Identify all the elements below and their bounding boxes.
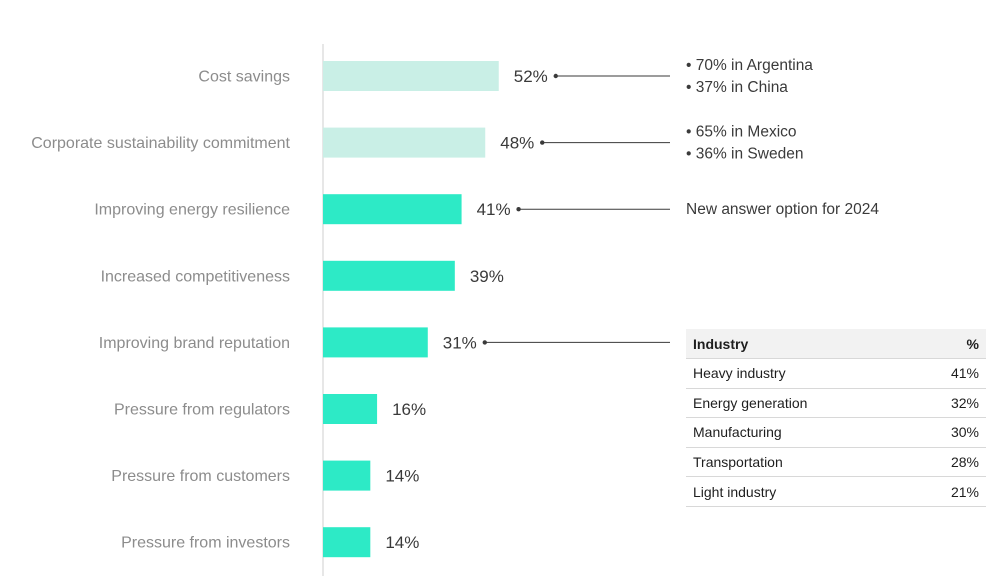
value-label: 39% [470, 267, 504, 286]
category-label: Cost savings [198, 69, 290, 86]
value-label: 16% [392, 400, 426, 419]
table-header-percent: % [912, 329, 986, 359]
value-label: 41% [477, 200, 511, 219]
bar [323, 194, 462, 225]
table-cell-industry: Energy generation [686, 388, 913, 419]
annotation-text: • 65% in Mexico [686, 124, 797, 141]
table-cell-industry: Heavy industry [686, 358, 913, 389]
table-cell-industry: Transportation [686, 447, 913, 478]
connector-dot [482, 340, 487, 345]
value-label: 31% [443, 333, 477, 352]
bar [323, 327, 428, 358]
category-label: Corporate sustainability commitment [31, 135, 290, 152]
table-cell-percent: 32% [912, 388, 986, 419]
category-label: Increased competitiveness [101, 268, 290, 285]
table-cell-percent: 30% [912, 417, 986, 448]
table-cell-percent: 28% [912, 447, 986, 478]
value-label: 48% [500, 134, 534, 153]
category-label: Improving energy resilience [94, 202, 290, 219]
table-row: Heavy industry 41% [686, 358, 986, 389]
category-label: Improving brand reputation [99, 335, 290, 352]
category-label: Pressure from regulators [114, 402, 290, 419]
table-header-row: Industry % [686, 329, 986, 359]
value-label: 52% [514, 67, 548, 86]
bar [323, 61, 499, 91]
bar [323, 127, 486, 158]
bar [323, 260, 455, 291]
value-label: 14% [385, 467, 419, 486]
value-label: 14% [385, 533, 419, 552]
table-cell-percent: 41% [912, 358, 986, 389]
table-cell-percent: 21% [912, 476, 986, 507]
table-cell-industry: Light industry [686, 476, 913, 507]
industry-table: Industry % Heavy industry 41% Energy gen… [686, 329, 986, 507]
category-label: Pressure from investors [121, 535, 290, 552]
annotation-text: • 37% in China [686, 79, 788, 96]
category-label: Pressure from customers [111, 468, 290, 485]
table-header-industry: Industry [686, 329, 913, 359]
annotation-text: New answer option for 2024 [686, 201, 879, 218]
table-row: Transportation 28% [686, 447, 986, 478]
annotation-text: • 36% in Sweden [686, 146, 803, 163]
table-row: Manufacturing 30% [686, 417, 986, 448]
table-row: Light industry 21% [686, 476, 986, 507]
annotation-text: • 70% in Argentina [686, 57, 813, 74]
table-row: Energy generation 32% [686, 388, 986, 419]
bar [323, 460, 371, 491]
bar [323, 394, 378, 424]
bar [323, 527, 371, 558]
table-cell-industry: Manufacturing [686, 417, 913, 448]
